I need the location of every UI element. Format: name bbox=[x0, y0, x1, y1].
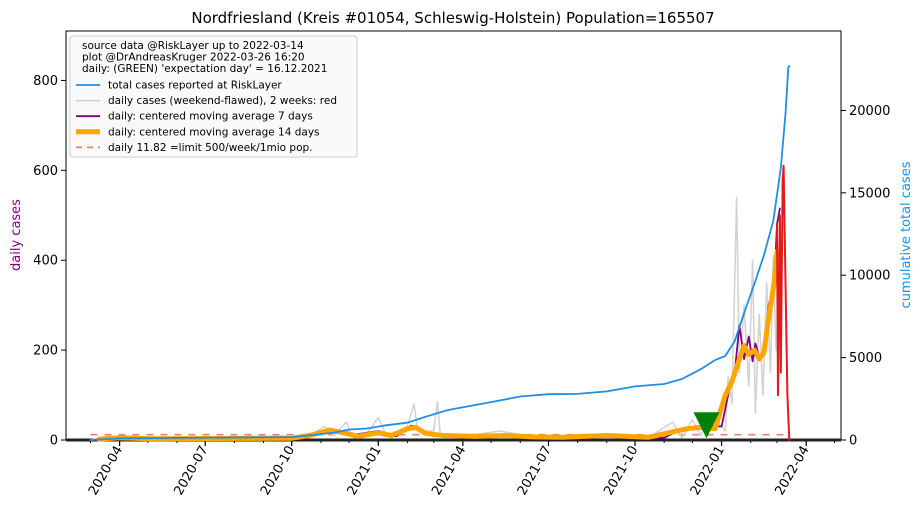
legend-entry-label: daily: centered moving average 14 days bbox=[108, 126, 320, 138]
legend-entry-label: total cases reported at RiskLayer bbox=[108, 80, 282, 92]
legend-header-line: daily: (GREEN) 'expectation day' = 16.12… bbox=[82, 63, 327, 75]
y-right-tick-label: 0 bbox=[849, 434, 857, 449]
y-left-tick-label: 200 bbox=[33, 344, 58, 359]
y-right-tick-label: 20000 bbox=[849, 104, 890, 119]
legend: source data @RiskLayer up to 2022-03-14p… bbox=[69, 35, 358, 158]
legend-entry-label: daily cases (weekend-flawed), 2 weeks: r… bbox=[108, 95, 337, 107]
legend-entry-label: daily 11.82 =limit 500/week/1mio pop. bbox=[108, 142, 313, 154]
y-right-tick-label: 15000 bbox=[849, 186, 890, 201]
series-total-cases bbox=[89, 65, 791, 441]
y-left-tick-label: 400 bbox=[33, 254, 58, 269]
y-left-tick-label: 800 bbox=[33, 74, 58, 89]
y-left-tick-label: 600 bbox=[33, 164, 58, 179]
y-axis-right-label: cumulative total cases bbox=[899, 161, 914, 308]
legend-header-line: plot @DrAndreasKruger 2022-03-26 16:20 bbox=[82, 52, 305, 64]
y-axis-left-label: daily cases bbox=[9, 199, 24, 271]
y-right-tick-label: 5000 bbox=[849, 351, 882, 366]
chart-title: Nordfriesland (Kreis #01054, Schleswig-H… bbox=[191, 9, 714, 27]
series-ma14 bbox=[96, 248, 783, 442]
legend-box bbox=[69, 35, 358, 158]
legend-entry-label: daily: centered moving average 7 days bbox=[108, 111, 313, 123]
expectation-day-marker bbox=[693, 412, 720, 439]
y-right-tick-label: 10000 bbox=[849, 269, 890, 284]
series-last-two-weeks bbox=[776, 164, 791, 441]
legend-header-line: source data @RiskLayer up to 2022-03-14 bbox=[82, 40, 304, 52]
y-left-tick-label: 0 bbox=[50, 434, 58, 449]
